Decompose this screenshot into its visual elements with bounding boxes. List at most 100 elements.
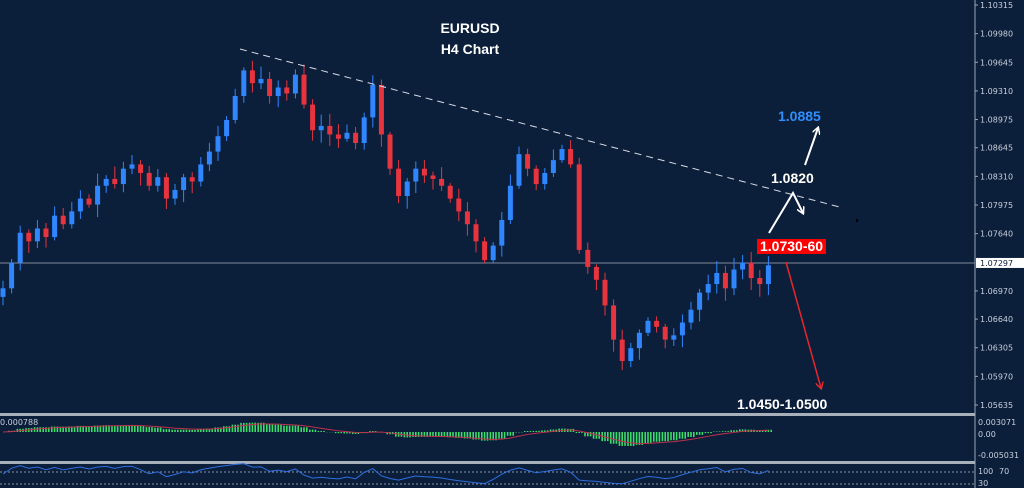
candle-body	[163, 177, 169, 199]
trendline	[239, 48, 841, 208]
candle-body	[292, 74, 298, 94]
panel-separator	[0, 413, 975, 416]
candle-body	[103, 178, 109, 186]
candle-body	[310, 104, 316, 131]
rsi-tick-label: 30	[978, 479, 988, 488]
candle-body	[559, 149, 565, 161]
candle	[138, 160, 144, 186]
candle	[103, 175, 109, 193]
candle	[34, 219, 40, 249]
candle	[464, 202, 470, 236]
candle-body	[765, 265, 771, 285]
candle-body	[370, 84, 376, 118]
candle	[249, 60, 255, 93]
candle	[60, 208, 66, 230]
candle	[215, 125, 221, 161]
candle-body	[542, 172, 548, 185]
candle-body	[60, 215, 66, 225]
candle-body	[181, 177, 187, 191]
y-tick-label: 1.09980	[980, 30, 1013, 39]
candle-body	[327, 125, 333, 135]
candle-body	[267, 78, 273, 97]
y-tick-label: 1.06640	[980, 315, 1013, 324]
candle	[697, 288, 703, 322]
candle-body	[628, 348, 634, 361]
pivot-zone-label: 1.0730-60	[757, 239, 827, 254]
candle	[611, 299, 617, 352]
candle	[172, 183, 178, 205]
candle-body	[421, 168, 427, 176]
candle	[430, 171, 436, 190]
candle-body	[17, 232, 23, 263]
candle	[748, 252, 754, 291]
candle-body	[258, 78, 264, 84]
candle	[301, 64, 307, 109]
candle	[413, 161, 419, 194]
rsi-tick-label: 70	[999, 467, 1009, 476]
candle	[619, 329, 625, 371]
candle	[714, 261, 720, 294]
candle	[292, 69, 298, 99]
bounce-arrow	[768, 190, 803, 234]
candle-body	[439, 178, 445, 186]
candle	[396, 160, 402, 204]
candle	[456, 188, 462, 222]
candle-body	[0, 288, 6, 297]
candle-body	[731, 269, 737, 289]
y-tick-label: 1.08645	[980, 144, 1013, 153]
rsi-tick-label: 100	[978, 467, 993, 476]
candle-body	[645, 320, 651, 333]
candle-body	[155, 177, 161, 186]
candle	[765, 256, 771, 296]
candle-body	[499, 219, 505, 246]
candle	[671, 328, 677, 347]
candle-body	[344, 132, 350, 139]
candle-body	[714, 272, 720, 285]
candle	[353, 126, 359, 150]
candle	[310, 99, 316, 141]
candle	[387, 131, 393, 175]
candle	[421, 160, 427, 183]
candle	[163, 173, 169, 210]
candle	[335, 124, 341, 148]
candle	[482, 237, 488, 264]
candle-body	[516, 154, 522, 186]
y-tick-label: 1.09310	[980, 87, 1013, 96]
candle-body	[636, 332, 642, 349]
macd-tick-label: -0.005031	[978, 451, 1019, 460]
y-tick-label: 1.07640	[980, 230, 1013, 239]
candle-body	[26, 232, 32, 242]
candle-body	[447, 185, 453, 199]
candle-body	[671, 335, 677, 340]
candle-body	[241, 70, 247, 97]
candle	[654, 316, 660, 333]
candle-body	[387, 134, 393, 169]
candle-body	[697, 292, 703, 310]
candle	[155, 169, 161, 192]
candle	[189, 172, 195, 194]
candle-body	[138, 164, 144, 173]
candle	[284, 80, 290, 101]
candle-body	[550, 160, 556, 173]
candle	[344, 124, 350, 142]
chart-subtitle: H4 Chart	[440, 41, 500, 57]
macd-value-label: 0.000788	[0, 418, 38, 427]
candle-body	[172, 190, 178, 199]
candle	[404, 178, 410, 209]
y-tick-label: 1.08975	[980, 116, 1013, 125]
candle	[559, 144, 565, 163]
candle	[507, 174, 513, 225]
candle-body	[129, 164, 135, 169]
candle	[232, 88, 238, 124]
current-price-label: 1.07297	[980, 259, 1013, 268]
candle	[585, 242, 591, 274]
candle-body	[146, 172, 152, 186]
candle-body	[602, 279, 608, 306]
candle-body	[757, 278, 763, 285]
candle-body	[404, 181, 410, 197]
candle	[120, 161, 126, 193]
candle-body	[284, 87, 290, 94]
candle-body	[740, 262, 746, 270]
